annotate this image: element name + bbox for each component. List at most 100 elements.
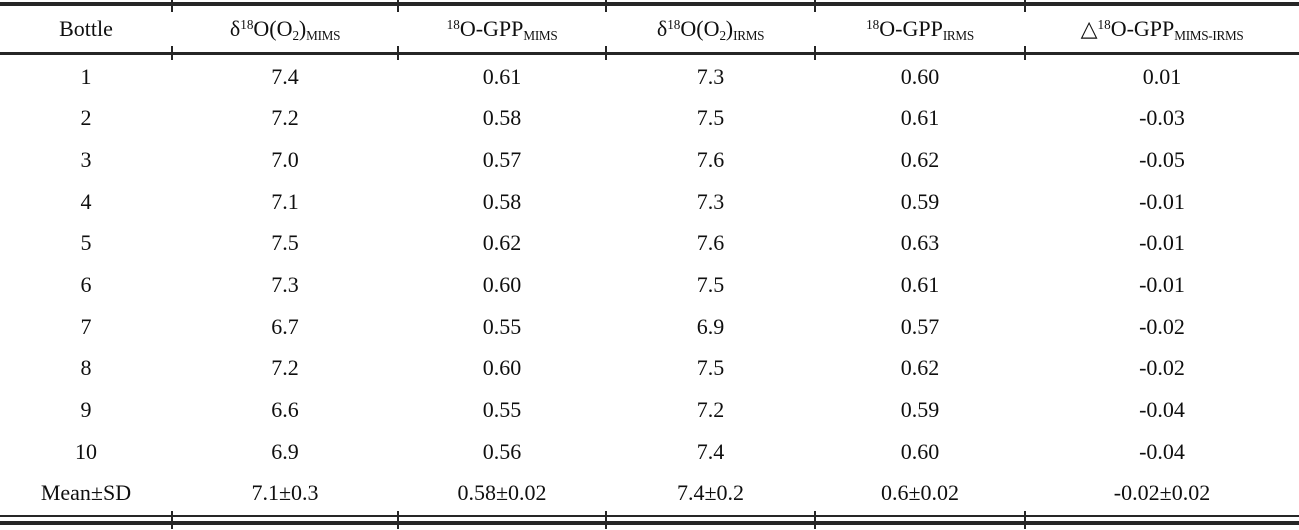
header-segment: O-GPP <box>459 16 524 41</box>
table-cell: 7.1±0.3 <box>251 480 319 506</box>
header-segment: O(O <box>680 16 720 41</box>
table-cell: -0.02 <box>1139 313 1185 339</box>
table-cell: 6.6 <box>271 396 299 422</box>
column-header-d18O-O2-MIMS: δ18O(O2)MIMS <box>172 16 398 43</box>
table-row: 2 7.2 0.58 7.5 0.61 -0.03 <box>0 98 1299 140</box>
header-segment: △ <box>1080 16 1098 41</box>
header-segment: Bottle <box>59 16 113 41</box>
table-cell: 2 <box>80 105 92 131</box>
table-cell: Mean±SD <box>40 480 132 506</box>
table-cell: 0.61 <box>900 272 940 298</box>
column-boundary-tick <box>397 0 399 12</box>
table-cell: 7.2 <box>271 355 299 381</box>
header-segment: 18 <box>866 17 880 33</box>
table-cell: 6.7 <box>271 313 299 339</box>
table-row: 3 7.0 0.57 7.6 0.62 -0.05 <box>0 139 1299 181</box>
table-row: 9 6.6 0.55 7.2 0.59 -0.04 <box>0 389 1299 431</box>
table-bottom-thick-rule <box>0 521 1299 525</box>
table-cell: 7.4 <box>696 438 725 464</box>
table-cell: 0.55 <box>482 313 522 339</box>
table-bottom-thin-rule <box>0 515 1299 517</box>
table-summary-row: Mean±SD 7.1±0.3 0.58±0.02 7.4±0.2 0.6±0.02 -0… <box>0 472 1299 514</box>
table-cell: 0.62 <box>900 147 940 173</box>
column-boundary-tick <box>605 46 607 60</box>
column-boundary-tick <box>1024 46 1026 60</box>
column-boundary-tick <box>814 511 816 529</box>
table-cell: 0.57 <box>482 147 522 173</box>
table-cell: 6.9 <box>696 313 725 339</box>
table-body: 1 7.4 0.61 7.3 0.60 0.01 2 7.2 0.58 7.5 0.61 -0.03 3… <box>0 56 1299 514</box>
header-segment: O(O <box>253 16 293 41</box>
table-row: 8 7.2 0.60 7.5 0.62 -0.02 <box>0 347 1299 389</box>
table-cell: 0.60 <box>900 63 940 89</box>
table-cell: 0.61 <box>900 105 940 131</box>
table-cell: 7.0 <box>271 147 299 173</box>
header-segment: 18 <box>667 17 681 33</box>
header-segment: MIMS <box>523 27 558 43</box>
table-cell: 0.57 <box>900 313 940 339</box>
table-cell: 7.3 <box>696 63 725 89</box>
column-header-18O-GPP-MIMS: 18O-GPPMIMS <box>398 16 606 43</box>
table-cell: 0.56 <box>482 438 522 464</box>
table-row: 1 7.4 0.61 7.3 0.60 0.01 <box>0 56 1299 98</box>
header-segment: δ <box>656 16 668 41</box>
table-cell: 1 <box>80 63 92 89</box>
header-segment: O-GPP <box>879 16 943 41</box>
header-segment: 18 <box>1097 17 1111 33</box>
table-cell: 3 <box>80 147 92 173</box>
table-cell: 10 <box>75 438 97 464</box>
table-cell: -0.04 <box>1139 396 1185 422</box>
table-cell: 7.2 <box>271 105 299 131</box>
header-segment: MIMS <box>306 27 341 43</box>
header-segment: IRMS <box>733 27 765 43</box>
header-segment: δ <box>229 16 241 41</box>
table-cell: 7.6 <box>696 230 725 256</box>
table-top-rule <box>0 2 1299 6</box>
table-cell: 0.62 <box>482 230 522 256</box>
header-segment: 2 <box>292 27 300 43</box>
table-row: 4 7.1 0.58 7.3 0.59 -0.01 <box>0 181 1299 223</box>
column-header-bottle: Bottle <box>0 18 172 40</box>
table-cell: -0.01 <box>1139 230 1185 256</box>
column-boundary-tick <box>814 46 816 60</box>
header-segment: MIMS-IRMS <box>1174 27 1244 43</box>
table-cell: 0.58 <box>482 188 522 214</box>
table-cell: 7.5 <box>696 272 725 298</box>
table-cell: 7.5 <box>696 355 725 381</box>
header-segment: O-GPP <box>1110 16 1175 41</box>
header-segment: IRMS <box>942 27 974 43</box>
table-cell: 7.4 <box>271 63 299 89</box>
column-boundary-tick <box>171 46 173 60</box>
table-cell: 7.5 <box>271 230 299 256</box>
column-boundary-tick <box>171 511 173 529</box>
column-boundary-tick <box>171 0 173 12</box>
table-cell: 0.60 <box>482 272 522 298</box>
table-cell: 0.60 <box>900 438 940 464</box>
column-boundary-tick <box>605 0 607 12</box>
table-cell: -0.03 <box>1139 105 1185 131</box>
table-cell: 7.3 <box>696 188 725 214</box>
table-cell: 0.59 <box>900 188 940 214</box>
header-segment: ) <box>298 16 307 41</box>
column-header-delta-18O-GPP-MIMS-IRMS: △18O-GPPMIMS-IRMS <box>1025 16 1299 43</box>
table-cell: -0.01 <box>1139 188 1185 214</box>
table-cell: 7.3 <box>271 272 299 298</box>
table-cell: 7.4±0.2 <box>676 480 745 506</box>
table-cell: 0.58±0.02 <box>457 480 547 506</box>
table-cell: 7.1 <box>271 188 299 214</box>
table-cell: 0.55 <box>482 396 522 422</box>
table-cell: 4 <box>80 188 92 214</box>
table-cell: -0.02±0.02 <box>1113 480 1211 506</box>
table-cell: -0.02 <box>1139 355 1185 381</box>
table-cell: 0.63 <box>900 230 940 256</box>
table-cell: 0.58 <box>482 105 522 131</box>
header-segment: 2 <box>719 27 726 43</box>
table-cell: -0.01 <box>1139 272 1185 298</box>
table-cell: 7.2 <box>696 396 725 422</box>
table-cell: 6 <box>80 272 92 298</box>
column-header-18O-GPP-IRMS: 18O-GPPIRMS <box>815 16 1025 43</box>
table-row: 5 7.5 0.62 7.6 0.63 -0.01 <box>0 223 1299 265</box>
table-cell: 0.6±0.02 <box>880 480 960 506</box>
column-boundary-tick <box>605 511 607 529</box>
